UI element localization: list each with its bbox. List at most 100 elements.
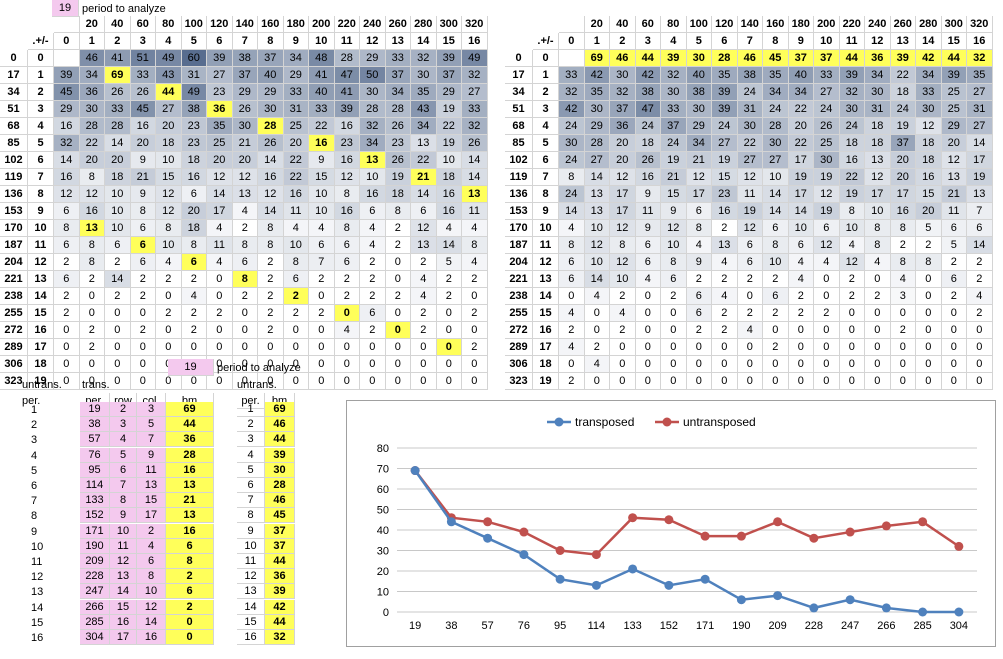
right-cell[interactable]: 19 — [661, 152, 687, 169]
right-cell[interactable]: 33 — [559, 67, 585, 84]
left-cell[interactable]: 0 — [258, 373, 284, 390]
right-cell[interactable]: 16 — [712, 203, 738, 220]
period-input-2[interactable]: 19 — [168, 359, 214, 376]
right-cell[interactable]: 30 — [839, 101, 865, 118]
right-cell[interactable]: 22 — [788, 135, 814, 152]
left-cell[interactable]: 0 — [130, 305, 156, 322]
left-cell[interactable]: 41 — [334, 84, 360, 101]
left-cell[interactable]: 2 — [462, 271, 488, 288]
right-rowhdr-b[interactable]: 12 — [533, 254, 559, 271]
right-cell[interactable]: 4 — [967, 288, 993, 305]
left-cell[interactable]: 4 — [462, 220, 488, 237]
right-cell[interactable]: 19 — [712, 152, 738, 169]
left-cell[interactable]: 0 — [54, 339, 80, 356]
left-cell[interactable]: 32 — [411, 50, 437, 67]
trans-cell[interactable]: 152 — [80, 508, 110, 524]
right-colhdr-top[interactable]: 220 — [839, 16, 865, 33]
left-cell[interactable]: 0 — [232, 322, 258, 339]
left-cell[interactable]: 2 — [436, 271, 462, 288]
right-cell[interactable]: 10 — [584, 220, 610, 237]
left-cell[interactable]: 16 — [54, 169, 80, 186]
left-cell[interactable]: 13 — [232, 186, 258, 203]
right-cell[interactable]: 2 — [763, 339, 789, 356]
right-cell[interactable]: 4 — [635, 271, 661, 288]
right-cell[interactable]: 0 — [763, 373, 789, 390]
right-cell[interactable]: 25 — [941, 84, 967, 101]
right-cell[interactable]: 6 — [635, 254, 661, 271]
left-colhdr-top[interactable]: 20 — [79, 16, 105, 33]
right-cell[interactable]: 32 — [967, 50, 993, 67]
left-cell[interactable]: 8 — [156, 220, 182, 237]
left-cell[interactable]: 10 — [156, 237, 182, 254]
left-colhdr-top[interactable]: 100 — [181, 16, 207, 33]
trans-cell[interactable]: 7 — [110, 478, 137, 493]
left-cell[interactable]: 37 — [385, 67, 411, 84]
right-rowhdr-b[interactable]: 14 — [533, 288, 559, 305]
right-cell[interactable]: 17 — [865, 186, 891, 203]
left-cell[interactable]: 35 — [207, 118, 233, 135]
untrans-bm-cell[interactable]: 28 — [265, 478, 295, 493]
right-colhdr[interactable]: 13 — [890, 33, 916, 50]
left-cell[interactable]: 36 — [79, 84, 105, 101]
right-rowhdr-a[interactable]: 119 — [505, 169, 533, 186]
left-cell[interactable]: 21 — [232, 135, 258, 152]
trans-cell[interactable]: 16 — [166, 462, 214, 478]
left-cell[interactable]: 41 — [105, 50, 131, 67]
left-cell[interactable]: 20 — [181, 203, 207, 220]
left-cell[interactable]: 2 — [411, 305, 437, 322]
left-rowhdr-b[interactable]: 4 — [28, 118, 54, 135]
left-cell[interactable]: 0 — [232, 339, 258, 356]
left-cell[interactable]: 2 — [462, 339, 488, 356]
right-cell[interactable]: 0 — [712, 373, 738, 390]
right-cell[interactable]: 33 — [661, 101, 687, 118]
trans-cell[interactable]: 10 — [137, 584, 166, 600]
right-cell[interactable]: 2 — [712, 220, 738, 237]
right-rowhdr-a[interactable]: 323 — [505, 373, 533, 390]
left-cell[interactable]: 2 — [79, 339, 105, 356]
trans-cell[interactable]: 15 — [110, 599, 137, 615]
untrans-cell[interactable]: 5 — [237, 462, 265, 478]
trans-cell[interactable]: 8 — [110, 493, 137, 509]
right-cell[interactable]: 2 — [890, 237, 916, 254]
right-cell[interactable]: 23 — [712, 186, 738, 203]
trans-cell[interactable]: 2 — [137, 523, 166, 539]
right-cell[interactable]: 15 — [712, 169, 738, 186]
right-cell[interactable]: 2 — [610, 322, 636, 339]
right-cell[interactable]: 0 — [865, 271, 891, 288]
right-colhdr[interactable]: 12 — [865, 33, 891, 50]
left-cell[interactable]: 6 — [360, 203, 386, 220]
left-cell[interactable]: 8 — [385, 203, 411, 220]
left-cell[interactable]: 13 — [411, 135, 437, 152]
right-cell[interactable]: 34 — [788, 84, 814, 101]
left-cell[interactable]: 2 — [436, 288, 462, 305]
left-cell[interactable]: 2 — [334, 288, 360, 305]
left-cell[interactable]: 20 — [105, 152, 131, 169]
left-cell[interactable]: 6 — [360, 305, 386, 322]
left-colhdr-top[interactable]: 40 — [105, 16, 131, 33]
left-cell[interactable]: 13 — [360, 152, 386, 169]
right-cell[interactable]: 39 — [661, 50, 687, 67]
right-colhdr[interactable]: 0 — [559, 33, 585, 50]
right-cell[interactable]: 0 — [584, 322, 610, 339]
right-cell[interactable]: 24 — [839, 118, 865, 135]
left-cell[interactable]: 0 — [436, 322, 462, 339]
left-cell[interactable]: 2 — [232, 288, 258, 305]
right-cell[interactable]: 21 — [686, 152, 712, 169]
right-cell[interactable]: 2 — [737, 271, 763, 288]
left-cell[interactable]: 43 — [156, 67, 182, 84]
right-cell[interactable]: 13 — [712, 237, 738, 254]
left-cell[interactable]: 14 — [411, 186, 437, 203]
right-cell[interactable]: 29 — [941, 118, 967, 135]
left-cell[interactable]: 9 — [309, 152, 335, 169]
right-cell[interactable]: 0 — [890, 305, 916, 322]
right-cell[interactable]: 35 — [712, 67, 738, 84]
left-rowhdr-b[interactable]: 12 — [28, 254, 54, 271]
right-cell[interactable]: 24 — [763, 101, 789, 118]
right-cell[interactable]: 10 — [865, 203, 891, 220]
left-cell[interactable]: 8 — [232, 237, 258, 254]
right-cell[interactable]: 30 — [610, 67, 636, 84]
left-cell[interactable]: 16 — [258, 169, 284, 186]
left-cell[interactable]: 10 — [309, 186, 335, 203]
trans-cell[interactable]: 38 — [80, 417, 110, 433]
left-cell[interactable]: 39 — [207, 50, 233, 67]
